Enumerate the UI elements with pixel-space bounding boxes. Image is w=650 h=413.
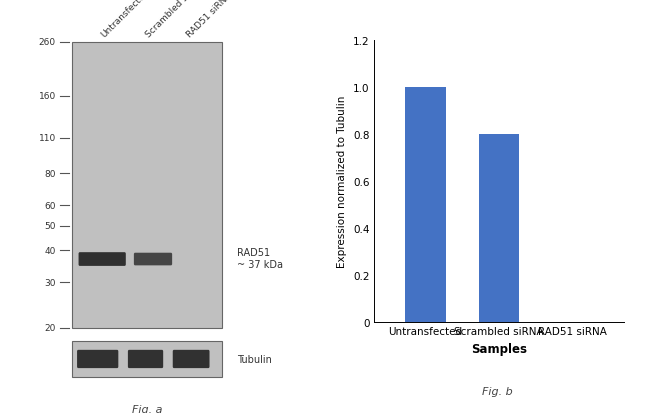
Text: 60: 60 <box>44 201 56 210</box>
X-axis label: Samples: Samples <box>471 342 527 355</box>
Text: 20: 20 <box>44 323 56 332</box>
Text: 50: 50 <box>44 221 56 230</box>
FancyBboxPatch shape <box>79 253 126 266</box>
Bar <box>72 43 222 328</box>
Text: RAD51: RAD51 <box>237 247 270 258</box>
Text: 30: 30 <box>44 278 56 287</box>
Text: Scrambled siRNA: Scrambled siRNA <box>144 0 205 39</box>
Text: Tubulin: Tubulin <box>237 354 272 364</box>
Y-axis label: Expression normalized to Tubulin: Expression normalized to Tubulin <box>337 96 347 268</box>
FancyBboxPatch shape <box>77 350 118 368</box>
FancyBboxPatch shape <box>173 350 209 368</box>
Text: 40: 40 <box>44 246 56 255</box>
FancyBboxPatch shape <box>134 253 172 266</box>
Text: Fig. b: Fig. b <box>482 387 513 396</box>
FancyBboxPatch shape <box>128 350 163 368</box>
Text: Untransfected: Untransfected <box>99 0 151 39</box>
Text: ~ 37 kDa: ~ 37 kDa <box>237 259 283 269</box>
Text: 260: 260 <box>39 38 56 47</box>
Text: 80: 80 <box>44 169 56 178</box>
Bar <box>405 88 445 322</box>
Text: Fig. a: Fig. a <box>132 404 162 413</box>
Text: 110: 110 <box>38 134 56 143</box>
Text: RAD51 siRNA: RAD51 siRNA <box>185 0 234 39</box>
Bar <box>478 135 519 322</box>
Text: 160: 160 <box>38 92 56 101</box>
Bar <box>72 341 222 377</box>
